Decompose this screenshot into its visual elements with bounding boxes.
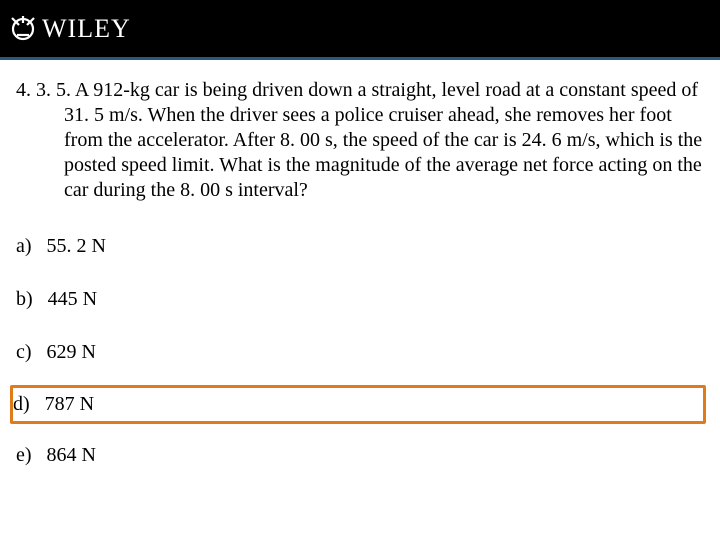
choice-text: 445 N <box>48 288 97 310</box>
header-bar: WILEY <box>0 0 720 60</box>
question-text-wrap: 4. 3. 5. A 912-kg car is being driven do… <box>16 78 704 203</box>
choice-c[interactable]: c) 629 N <box>16 335 704 370</box>
choice-text: 55. 2 N <box>47 235 106 257</box>
choice-a[interactable]: a) 55. 2 N <box>16 229 704 264</box>
choice-label: c) <box>16 341 32 363</box>
question-block: 4. 3. 5. A 912-kg car is being driven do… <box>16 78 704 203</box>
question-number: 4. 3. 5. <box>16 79 71 101</box>
choice-d[interactable]: d) 787 N <box>10 385 706 424</box>
choice-text: 787 N <box>45 393 94 415</box>
slide-content: 4. 3. 5. A 912-kg car is being driven do… <box>0 60 720 473</box>
question-text: A 912-kg car is being driven down a stra… <box>64 79 702 201</box>
choice-label: a) <box>16 235 32 257</box>
brand-name: WILEY <box>42 14 131 44</box>
choice-label: b) <box>16 288 33 310</box>
choice-b[interactable]: b) 445 N <box>16 282 704 317</box>
choice-label: e) <box>16 444 32 466</box>
choice-text: 629 N <box>47 341 96 363</box>
brand-logo: WILEY <box>8 14 131 44</box>
answer-choices: a) 55. 2 N b) 445 N c) 629 N d) 787 N e)… <box>16 229 704 473</box>
choice-e[interactable]: e) 864 N <box>16 438 704 473</box>
choice-label: d) <box>13 393 30 415</box>
choice-text: 864 N <box>47 444 96 466</box>
wiley-mark-icon <box>8 14 38 44</box>
